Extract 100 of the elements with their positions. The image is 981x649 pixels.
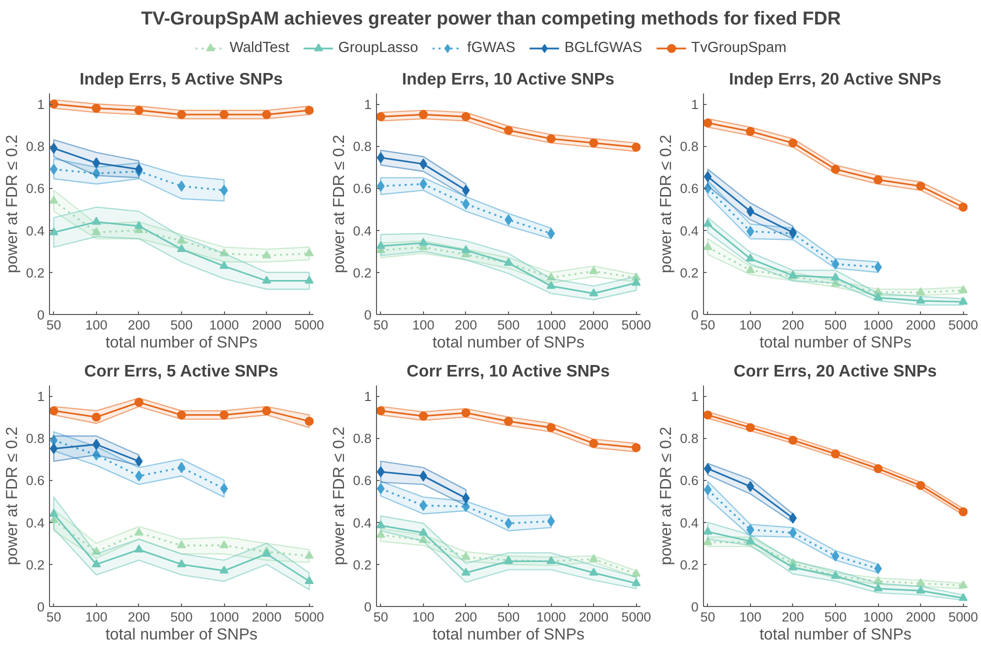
x-axis-title: total number of SNPs (105, 334, 258, 352)
y-tick-label: 0.6 (352, 181, 372, 196)
y-axis-title: power at FDR ≤ 0.2 (658, 134, 675, 274)
x-tick-label: 100 (85, 318, 108, 332)
x-tick-label: 1000 (536, 610, 566, 624)
x-tick-label: 50 (46, 610, 62, 624)
x-tick-label: 500 (170, 610, 193, 624)
y-tick-label: 0.8 (352, 431, 372, 446)
y-tick-label: 1 (691, 389, 699, 404)
y-tick-label: 0 (691, 308, 699, 322)
x-tick-label: 5000 (948, 318, 978, 332)
x-tick-label: 500 (824, 610, 847, 624)
y-tick-label: 0.6 (26, 181, 45, 196)
x-tick-label: 1000 (209, 610, 239, 624)
x-tick-label: 1000 (209, 318, 239, 332)
y-tick-label: 0.6 (26, 473, 45, 488)
x-tick-label: 5000 (621, 610, 652, 624)
y-tick-label: 0.8 (352, 139, 372, 154)
chart-title: Corr Errs, 10 Active SNPs (406, 362, 610, 380)
x-axis-title: total number of SNPs (432, 626, 585, 644)
legend-label: TvGroupSpam (691, 40, 786, 56)
y-tick-label: 0.6 (680, 473, 699, 488)
y-tick-label: 0.4 (352, 515, 372, 530)
x-tick-label: 50 (700, 610, 716, 624)
y-tick-label: 0.8 (26, 139, 45, 154)
y-tick-label: 0 (37, 600, 45, 614)
x-axis-title: total number of SNPs (105, 626, 258, 644)
y-tick-label: 0.8 (680, 139, 699, 154)
x-tick-label: 100 (85, 610, 108, 624)
x-tick-label: 100 (412, 610, 434, 624)
x-tick-label: 2000 (252, 318, 282, 332)
x-tick-label: 500 (824, 318, 847, 332)
x-tick-label: 500 (497, 610, 520, 624)
y-tick-label: 0.2 (680, 265, 699, 280)
y-axis-title: power at FDR ≤ 0.2 (4, 134, 21, 274)
x-axis-title: total number of SNPs (432, 334, 585, 352)
x-tick-label: 50 (373, 318, 388, 332)
y-tick-label: 0.2 (26, 265, 45, 280)
x-tick-label: 50 (373, 610, 388, 624)
legend-label: BGLfGWAS (564, 40, 642, 56)
legend-label: GroupLasso (338, 40, 418, 56)
x-tick-label: 5000 (948, 610, 978, 624)
x-tick-label: 200 (782, 610, 804, 624)
x-tick-label: 2000 (906, 610, 936, 624)
x-tick-label: 2000 (252, 610, 282, 624)
x-tick-label: 500 (497, 318, 520, 332)
y-tick-label: 0.4 (680, 515, 700, 530)
y-tick-label: 0.4 (26, 515, 46, 530)
y-tick-label: 0.6 (680, 181, 699, 196)
y-tick-label: 1 (364, 389, 372, 404)
x-tick-label: 100 (739, 610, 762, 624)
x-tick-label: 50 (700, 318, 716, 332)
x-tick-label: 1000 (863, 610, 893, 624)
x-tick-label: 2000 (578, 610, 608, 624)
x-tick-label: 5000 (294, 318, 324, 332)
x-tick-label: 100 (412, 318, 434, 332)
chart-title: Indep Errs, 10 Active SNPs (402, 70, 614, 88)
y-tick-label: 1 (37, 389, 45, 404)
legend-label: fGWAS (467, 40, 516, 56)
x-tick-label: 200 (782, 318, 804, 332)
legend-label: WaldTest (230, 40, 290, 56)
chart-title: Indep Errs, 5 Active SNPs (80, 70, 283, 88)
x-tick-label: 100 (739, 318, 762, 332)
y-tick-label: 0.8 (26, 431, 45, 446)
x-tick-label: 500 (170, 318, 193, 332)
x-tick-label: 1000 (536, 318, 566, 332)
x-tick-label: 1000 (863, 318, 893, 332)
x-tick-label: 50 (46, 318, 62, 332)
y-tick-label: 0.8 (680, 431, 699, 446)
y-tick-label: 1 (364, 97, 372, 112)
x-tick-label: 200 (128, 610, 150, 624)
x-tick-label: 200 (128, 318, 150, 332)
x-tick-label: 5000 (294, 610, 324, 624)
y-tick-label: 0 (364, 600, 372, 614)
y-tick-label: 0 (364, 308, 372, 322)
chart-title: Corr Errs, 20 Active SNPs (734, 362, 937, 380)
y-tick-label: 1 (691, 97, 699, 112)
y-tick-label: 0.2 (352, 557, 372, 572)
text: TV-GroupSpAM achieves greater power than competing methods for fixed FDR (141, 8, 842, 28)
y-tick-label: 0.2 (26, 557, 45, 572)
x-axis-title: total number of SNPs (759, 334, 912, 352)
y-tick-label: 1 (37, 97, 45, 112)
y-axis-title: power at FDR ≤ 0.2 (658, 426, 675, 566)
y-axis-title: power at FDR ≤ 0.2 (330, 426, 348, 566)
chart-title: Indep Errs, 20 Active SNPs (729, 70, 942, 88)
chart-title: Corr Errs, 5 Active SNPs (84, 362, 278, 380)
y-tick-label: 0.2 (680, 557, 699, 572)
y-tick-label: 0 (691, 600, 699, 614)
y-axis-title: power at FDR ≤ 0.2 (4, 426, 21, 566)
y-tick-label: 0.2 (352, 265, 372, 280)
x-tick-label: 200 (454, 318, 478, 332)
y-tick-label: 0.4 (352, 223, 372, 238)
y-tick-label: 0 (37, 308, 45, 322)
x-axis-title: total number of SNPs (759, 626, 912, 644)
x-tick-label: 200 (454, 610, 478, 624)
y-tick-label: 0.6 (352, 473, 372, 488)
x-tick-label: 2000 (906, 318, 936, 332)
x-tick-label: 5000 (621, 318, 652, 332)
y-axis-title: power at FDR ≤ 0.2 (330, 134, 348, 274)
x-tick-label: 2000 (578, 318, 608, 332)
